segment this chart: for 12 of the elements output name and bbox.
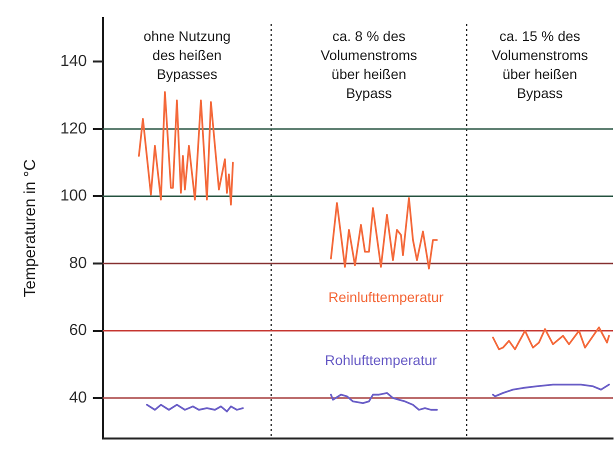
- annotation: ohne Nutzung des heißen Bypasses: [143, 28, 231, 82]
- y-tick-label: 80: [69, 254, 87, 272]
- series-label: Reinlufttemperatur: [328, 289, 444, 306]
- y-tick-label: 120: [60, 120, 87, 138]
- y-axis-title: Temperaturen in °C: [22, 159, 40, 298]
- y-tick-label: 40: [69, 389, 87, 406]
- annotation: ca. 15 % des Volumenstroms über heißen Bypass: [492, 28, 588, 101]
- y-tick-label: 60: [69, 322, 87, 340]
- y-tick-label: 140: [60, 53, 87, 70]
- series-label: Rohlufttemperatur: [324, 352, 438, 368]
- y-tick-label: 100: [60, 188, 87, 205]
- annotation: ca. 8 % des Volumenstroms über heißen Bypass: [320, 28, 418, 101]
